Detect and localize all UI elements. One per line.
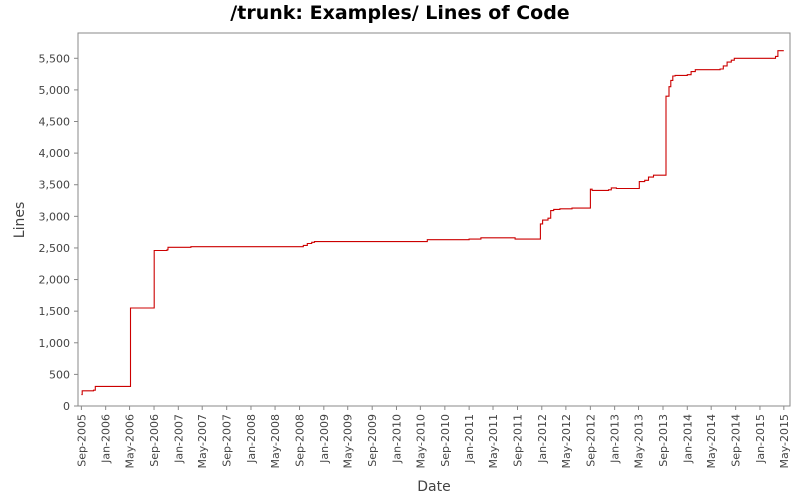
y-tick-label: 5,500 [39, 52, 71, 65]
y-tick-label: 2,500 [39, 242, 71, 255]
y-tick-label: 3,000 [39, 210, 71, 223]
x-tick-label: Jan-2008 [245, 414, 258, 464]
y-tick-label: 0 [63, 400, 70, 413]
x-tick-label: May-2007 [196, 414, 209, 469]
y-tick-label: 1,000 [39, 337, 71, 350]
y-axis: 0 500 1,000 1,500 2,000 2,500 3,000 3,500 4,000 4… [39, 52, 78, 413]
x-tick-label: Jan-2013 [609, 414, 622, 464]
x-tick-label: May-2010 [414, 414, 427, 469]
x-tick-label: Sep-2011 [512, 414, 525, 467]
y-tick-label: 2,000 [39, 274, 71, 287]
series-line [81, 50, 784, 396]
x-tick-label: Jan-2011 [463, 414, 476, 464]
x-tick-label: Sep-2005 [75, 414, 88, 467]
x-tick-label: May-2013 [633, 414, 646, 469]
plot-area [77, 32, 791, 407]
y-tick-label: 3,500 [39, 179, 71, 192]
x-tick-label: May-2009 [342, 414, 355, 469]
x-tick-label: May-2015 [778, 414, 791, 469]
x-tick-label: Sep-2012 [584, 414, 597, 467]
y-tick-label: 4,500 [39, 116, 71, 129]
y-tick-label: 4,000 [39, 147, 71, 160]
x-tick-label: May-2014 [705, 414, 718, 469]
x-tick-label: May-2012 [560, 414, 573, 469]
y-tick-label: 1,500 [39, 305, 71, 318]
x-axis: Sep-2005 Jan-2006 May-2006 Sep-2006 Jan-2007… [75, 406, 791, 469]
x-tick-label: May-2006 [124, 414, 137, 469]
x-tick-label: Sep-2008 [294, 414, 307, 467]
y-tick-label: 5,000 [39, 84, 71, 97]
x-tick-label: Sep-2010 [439, 414, 452, 467]
x-tick-label: Sep-2006 [148, 414, 161, 467]
x-tick-label: Jan-2006 [100, 414, 113, 464]
x-tick-label: Sep-2007 [221, 414, 234, 467]
x-tick-label: Jan-2014 [681, 414, 694, 464]
x-tick-label: May-2008 [269, 414, 282, 469]
x-tick-label: Jan-2007 [172, 414, 185, 464]
y-axis-label: Lines [12, 202, 28, 238]
chart-title: /trunk: Examples/ Lines of Code [230, 2, 570, 24]
y-tick-label: 500 [49, 368, 70, 381]
x-axis-label: Date [417, 479, 450, 495]
x-tick-label: Jan-2012 [536, 414, 549, 464]
x-tick-label: Jan-2010 [390, 414, 403, 464]
x-tick-label: Jan-2009 [318, 414, 331, 464]
x-tick-label: Sep-2014 [730, 414, 743, 467]
x-tick-label: Sep-2013 [657, 414, 670, 467]
x-tick-label: May-2011 [487, 414, 500, 469]
x-tick-label: Sep-2009 [366, 414, 379, 467]
x-tick-label: Jan-2015 [754, 414, 767, 464]
